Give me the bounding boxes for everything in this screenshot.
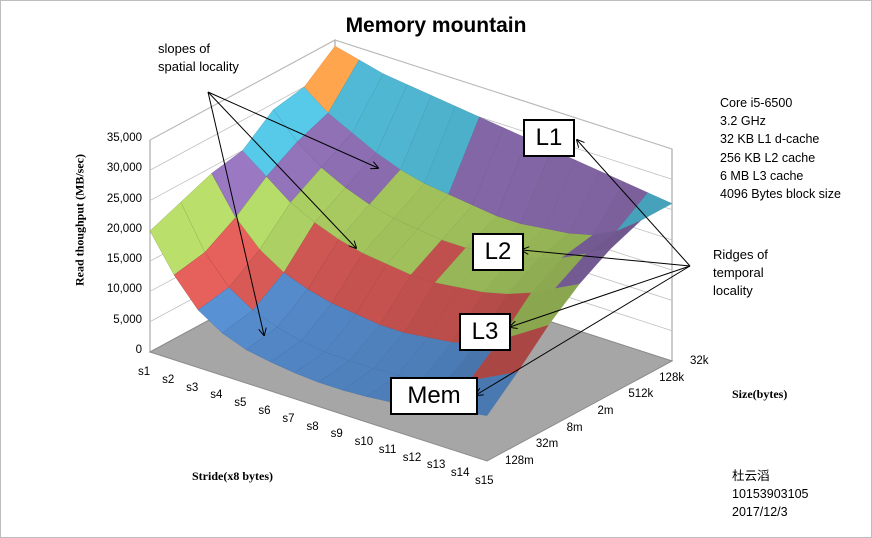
x-tick-label: s1 (138, 366, 151, 378)
x-tick-label: s13 (426, 459, 446, 472)
annotation-arrow (207, 91, 378, 168)
y-tick-label: 25,000 (106, 192, 142, 205)
label-l2-box: L2 (472, 233, 524, 271)
author-date: 2017/12/3 (732, 505, 788, 519)
spec-l3: 6 MB L3 cache (720, 168, 804, 183)
y-tick-label: 30,000 (106, 162, 142, 175)
label-l3-box: L3 (459, 313, 511, 351)
grid-line-back (334, 39, 673, 150)
y-tick-label: 20,000 (106, 222, 142, 235)
annotation-arrow (522, 250, 691, 267)
chart-title: Memory mountain (345, 14, 527, 37)
label-l1-box: L1 (523, 119, 575, 157)
grid-line-left (149, 39, 336, 141)
y-axis-label: Read thoughput (MB/sec) (72, 153, 87, 287)
x-tick-label: s14 (450, 467, 470, 480)
z-tick-label: 128m (505, 455, 534, 467)
y-tick-label: 5,000 (113, 313, 142, 326)
annotation-arrow (476, 265, 691, 395)
annotation-arrow (510, 265, 691, 327)
spec-block: 4096 Bytes block size (720, 187, 841, 202)
y-tick-label: 10,000 (106, 283, 142, 296)
y-tick-label: 0 (135, 344, 142, 356)
x-tick-label: s10 (354, 436, 374, 449)
z-tick-label: 128k (659, 371, 685, 384)
x-tick-label: s7 (282, 412, 295, 425)
annotation-arrow (207, 91, 356, 248)
spec-clock: 3.2 GHz (720, 114, 766, 129)
author-name: 杜云滔 (732, 469, 770, 483)
temporal-annotation-line1: Ridges of (713, 247, 768, 262)
z-axis-label: Size(bytes) (732, 387, 788, 401)
author-signature: 杜云滔 10153903105 2017/12/3 (732, 467, 808, 521)
z-tick-label: 2m (597, 405, 614, 417)
annotation-arrow (207, 91, 264, 335)
spatial-annotation-line1: slopes of (158, 41, 211, 56)
z-tick-label: 512k (628, 388, 654, 401)
y-tick-label: 15,000 (106, 253, 142, 266)
cpu-specs: Core i5-6500 3.2 GHz 32 KB L1 d-cache 25… (720, 94, 841, 203)
author-id: 10153903105 (732, 487, 809, 501)
spec-cpu: Core i5-6500 (720, 96, 793, 110)
spatial-annotation-line2: spatial locality (158, 59, 239, 74)
z-tick-label: 8m (566, 421, 583, 434)
x-tick-label: s3 (186, 381, 199, 394)
spec-l2: 256 KB L2 cache (720, 150, 816, 165)
x-tick-label: s15 (475, 475, 494, 487)
x-tick-label: s12 (402, 451, 422, 464)
x-tick-label: s4 (210, 389, 223, 402)
annotation-arrow (577, 140, 691, 267)
x-tick-label: s11 (378, 443, 397, 456)
x-tick-label: s8 (306, 420, 319, 433)
label-mem-box: Mem (390, 377, 478, 415)
x-axis-label: Stride(x8 bytes) (192, 469, 273, 483)
temporal-annotation-line3: locality (713, 283, 753, 298)
temporal-annotation-line2: temporal (713, 265, 764, 280)
spec-l1: 32 KB L1 d-cache (720, 132, 820, 147)
z-tick-label: 32k (690, 355, 709, 367)
x-tick-label: s6 (258, 404, 271, 417)
x-tick-label: s9 (330, 428, 343, 441)
spatial-annotation: slopes of spatial locality (158, 40, 239, 76)
z-tick-label: 32m (535, 438, 559, 451)
y-tick-label: 35,000 (106, 132, 142, 144)
temporal-annotation: Ridges of temporal locality (713, 246, 768, 300)
x-tick-label: s2 (162, 373, 175, 386)
surface-cell (616, 192, 673, 231)
x-tick-label: s5 (234, 397, 247, 410)
